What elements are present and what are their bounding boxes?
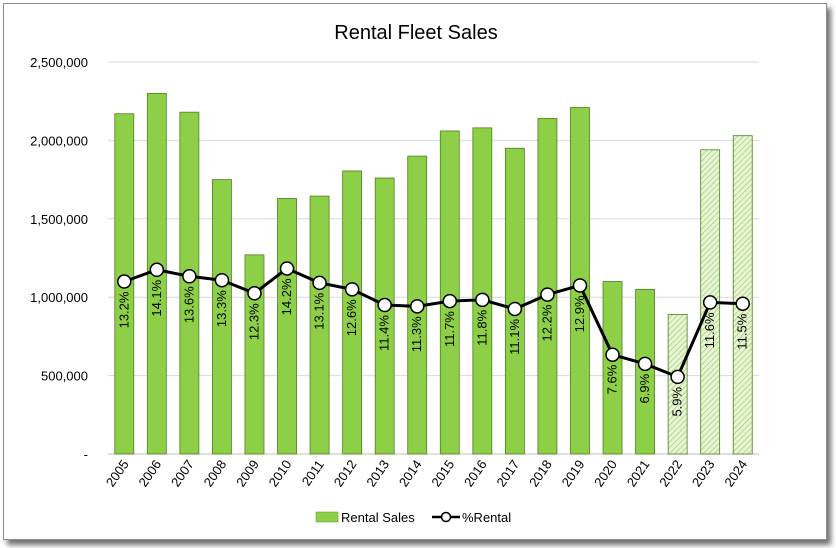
x-tick-label: 2015 (428, 457, 457, 489)
bar-2013 (374, 177, 395, 455)
bar-forecast-2024 (732, 135, 753, 455)
rental-pct-data-label: 12.6% (344, 299, 359, 336)
rental-pct-data-label: 11.5% (735, 313, 750, 349)
rental-pct-point (735, 296, 750, 311)
rental-pct-point (507, 301, 523, 317)
rental-pct-point (279, 261, 295, 276)
rental-pct-data-label: 14.1% (149, 279, 164, 316)
rental-pct-data-label: 11.1% (507, 319, 522, 355)
bar-2020 (602, 281, 623, 455)
x-tick-label: 2011 (299, 457, 327, 489)
y-tick-label: 2,500,000 (30, 55, 88, 70)
rental-pct-data-label: 11.6% (702, 312, 717, 348)
bar-2018 (537, 118, 558, 455)
rental-pct-point (540, 287, 555, 302)
y-tick-label: 1,000,000 (30, 290, 88, 305)
chart-title: Rental Fleet Sales (334, 22, 497, 44)
bar-2021 (635, 288, 655, 455)
bar-2008 (212, 179, 232, 455)
rental-pct-point (214, 272, 230, 288)
rental-pct-data-label: 7.6% (605, 364, 620, 394)
rental-pct-data-label: 11.8% (474, 309, 489, 345)
rental-pct-data-label: 6.9% (637, 373, 652, 403)
x-tick-label: 2016 (461, 457, 490, 489)
rental-pct-point (702, 295, 718, 310)
rental-pct-data-label: 5.9% (670, 386, 685, 416)
rental-pct-point (344, 282, 360, 297)
bar-forecast-2022 (667, 314, 688, 455)
gridlines (108, 61, 759, 455)
legend-label-rental-sales: Rental Sales (341, 510, 415, 525)
rental-pct-point (572, 278, 588, 293)
rental-pct-data-label: 13.3% (214, 290, 229, 327)
rental-pct-data-label: 13.2% (116, 291, 131, 328)
legend-label-rental-pct: %Rental (462, 510, 511, 525)
x-tick-label: 2009 (233, 457, 262, 489)
x-tick-label: 2018 (526, 457, 555, 489)
bar-2012 (342, 170, 363, 455)
rental-pct-data-label: 11.3% (409, 316, 424, 352)
x-tick-label: 2007 (168, 457, 197, 489)
y-axis-ticks: - 500,000 1,000,000 1,500,000 2,000,000 2,500… (30, 55, 88, 462)
x-tick-label: 2012 (331, 457, 360, 489)
x-tick-label: 2021 (624, 457, 653, 489)
x-tick-label: 2024 (721, 457, 750, 489)
rental-pct-data-label: 12.3% (246, 303, 261, 340)
x-tick-label: 2022 (656, 457, 685, 489)
rental-pct-data-label: 14.2% (279, 278, 294, 315)
rental-pct-point (605, 347, 620, 362)
x-tick-label: 2005 (103, 457, 132, 489)
rental-pct-point (409, 299, 425, 314)
y-tick-label: 2,000,000 (30, 133, 88, 148)
legend: Rental Sales %Rental (315, 510, 511, 525)
y-tick-label: 500,000 (41, 369, 88, 384)
rental-pct-point (247, 286, 262, 301)
legend-marker-rental-pct (440, 511, 452, 523)
line-series: 13.2% 14.1% 13.6% 13.3% 12.3% 14.2% 13.1% 12.6%… (116, 261, 750, 417)
bar-2015 (439, 130, 460, 455)
rental-pct-point (670, 369, 685, 385)
legend-swatch-rental-sales (315, 511, 339, 523)
rental-pct-data-label: 12.9% (572, 295, 587, 332)
bar-2010 (277, 198, 297, 455)
x-tick-label: 2008 (201, 457, 230, 489)
rental-pct-point (182, 269, 197, 284)
rental-pct-point (312, 275, 327, 291)
rental-pct-data-label: 11.4% (377, 315, 392, 351)
x-tick-label: 2013 (363, 457, 392, 489)
rental-pct-point (377, 297, 392, 313)
rental-pct-data-label: 11.7% (442, 311, 457, 347)
rental-pct-point (442, 293, 458, 309)
bar-2009 (244, 254, 265, 455)
rental-fleet-sales-chart: Rental Fleet Sales 13.2% 14.1% 13.6% 13.3% 1… (30, 22, 759, 525)
y-tick-label: 1,500,000 (30, 212, 88, 227)
y-tick-label: - (84, 447, 88, 462)
x-tick-label: 2010 (266, 457, 295, 489)
rental-pct-data-label: 12.2% (539, 304, 554, 341)
rental-pct-data-label: 13.6% (181, 286, 196, 323)
bar-series (114, 92, 753, 455)
bar-2017 (504, 147, 525, 455)
rental-pct-point (637, 356, 653, 372)
x-tick-label: 2017 (493, 457, 522, 489)
bar-2016 (472, 127, 493, 455)
x-tick-label: 2023 (689, 457, 718, 489)
x-tick-label: 2020 (591, 457, 620, 489)
chart-frame: Rental Fleet Sales 13.2% 14.1% 13.6% 13.3% 1… (3, 3, 827, 540)
rental-pct-data-label: 13.1% (312, 292, 327, 329)
x-tick-label: 2006 (135, 457, 164, 489)
x-tick-label: 2014 (396, 457, 425, 489)
x-tick-label: 2019 (559, 457, 588, 489)
rental-pct-point (149, 262, 165, 278)
bar-2011 (309, 195, 330, 455)
rental-pct-point (475, 292, 490, 308)
rental-pct-point (117, 274, 132, 289)
x-axis-ticks: 2005 2006 2007 2008 2009 2010 2011 2012 2013 2014… (103, 457, 750, 489)
